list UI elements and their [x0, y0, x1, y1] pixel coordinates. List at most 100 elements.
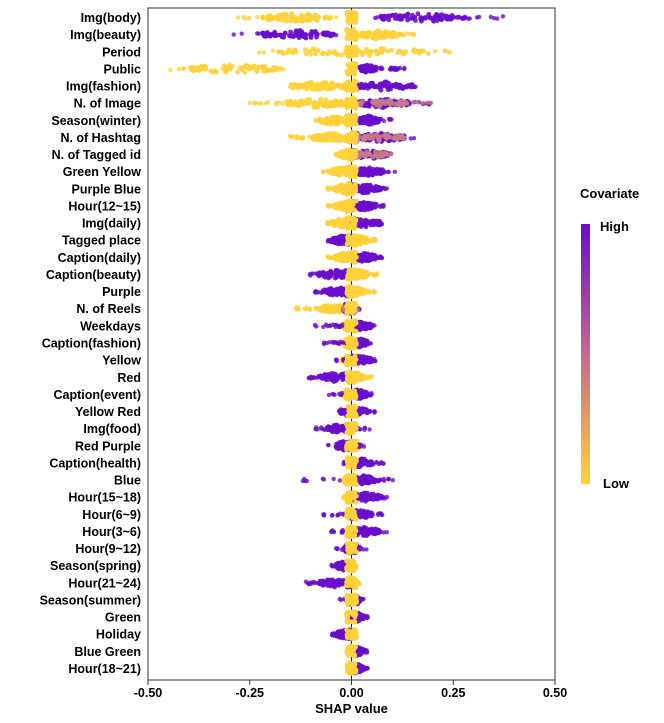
feature-row-5	[247, 95, 434, 111]
data-point	[362, 239, 367, 244]
data-point	[330, 322, 336, 327]
feature-row-13	[325, 233, 378, 248]
data-point	[354, 292, 359, 298]
data-point	[390, 34, 395, 39]
data-point	[476, 14, 482, 20]
data-point	[289, 134, 294, 139]
data-point	[381, 46, 387, 52]
data-point	[381, 185, 387, 191]
data-point	[385, 48, 390, 54]
data-point	[312, 322, 318, 328]
data-point	[350, 323, 356, 328]
data-point	[358, 320, 364, 325]
data-point	[412, 47, 417, 52]
data-point	[303, 51, 309, 57]
data-point	[312, 47, 317, 53]
data-point	[333, 235, 338, 241]
data-point	[348, 275, 354, 281]
data-point	[323, 14, 329, 20]
data-point	[193, 65, 199, 70]
data-point	[334, 15, 339, 20]
data-point	[375, 119, 381, 125]
data-point	[348, 29, 354, 35]
data-point	[335, 268, 340, 273]
data-point	[351, 216, 356, 222]
data-point	[403, 84, 409, 90]
data-point	[347, 14, 352, 20]
data-point	[340, 322, 345, 327]
data-point	[294, 306, 300, 312]
data-point	[413, 18, 418, 23]
data-point	[301, 14, 307, 19]
data-point	[253, 101, 258, 106]
data-point	[421, 48, 426, 54]
data-point	[309, 30, 315, 36]
data-point	[363, 221, 369, 227]
data-point	[322, 30, 328, 36]
feature-row-15	[307, 266, 380, 282]
data-point	[397, 16, 403, 22]
data-point	[276, 49, 282, 55]
data-point	[428, 100, 434, 106]
data-point	[368, 49, 374, 54]
data-point	[415, 11, 421, 17]
data-point	[246, 16, 252, 21]
data-point	[308, 52, 313, 57]
data-point	[386, 14, 392, 19]
data-point	[337, 288, 343, 294]
data-point	[346, 216, 352, 222]
data-point	[263, 101, 269, 106]
data-point	[411, 136, 417, 141]
feature-row-20	[333, 353, 378, 368]
data-point	[360, 275, 366, 280]
data-point	[280, 101, 285, 106]
data-point	[330, 81, 336, 87]
data-point	[372, 202, 378, 208]
data-point	[370, 135, 376, 141]
data-point	[328, 203, 333, 208]
data-point	[274, 66, 280, 71]
data-point	[351, 199, 356, 205]
data-point	[348, 84, 354, 90]
data-point	[340, 85, 346, 90]
data-point	[394, 134, 400, 140]
data-point	[339, 272, 345, 278]
data-point	[241, 14, 246, 20]
data-point	[255, 31, 260, 36]
data-point	[301, 34, 306, 39]
data-point	[288, 100, 294, 106]
data-point	[305, 85, 311, 91]
data-point	[421, 100, 426, 106]
data-point	[353, 11, 359, 16]
data-point	[301, 100, 306, 106]
data-point	[332, 223, 337, 229]
data-point	[368, 322, 373, 328]
data-point	[299, 30, 305, 36]
data-point	[333, 254, 338, 259]
data-point	[344, 310, 350, 315]
data-point	[410, 12, 415, 18]
data-point	[399, 99, 405, 105]
data-point	[352, 116, 358, 121]
data-point	[293, 102, 299, 108]
data-point	[260, 64, 265, 69]
data-point	[338, 115, 344, 121]
data-point	[352, 207, 357, 213]
data-point	[283, 11, 289, 17]
feature-row-0	[235, 9, 506, 25]
data-point	[255, 15, 260, 20]
data-point	[260, 30, 266, 36]
data-point	[386, 116, 392, 122]
data-point	[302, 47, 308, 53]
data-point	[213, 69, 219, 75]
data-point	[308, 35, 314, 40]
data-point	[344, 241, 350, 247]
data-point	[366, 253, 372, 258]
data-point	[187, 65, 193, 71]
data-point	[315, 81, 320, 87]
data-point	[292, 14, 298, 20]
data-point	[344, 362, 350, 368]
data-point	[313, 29, 318, 34]
data-point	[432, 49, 438, 54]
data-point	[312, 12, 318, 17]
